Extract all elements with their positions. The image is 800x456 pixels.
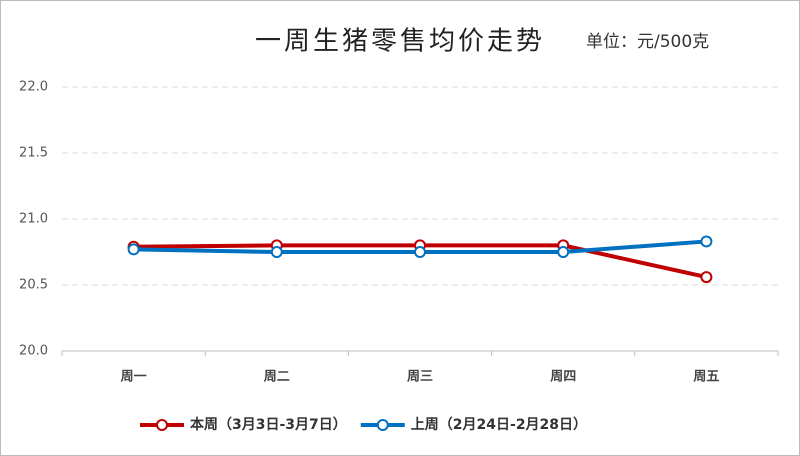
y-tick-label: 21.0	[19, 212, 48, 227]
point	[700, 271, 713, 284]
x-tick-label: 周一	[121, 370, 147, 385]
x-tick-label: 周五	[693, 370, 719, 385]
point	[270, 246, 283, 258]
y-tick-label: 21.5	[19, 146, 48, 161]
chart-title: 一周生猪零售均价走势	[255, 27, 545, 57]
point	[557, 246, 570, 258]
y-tick-label: 20.5	[19, 278, 48, 293]
point	[414, 246, 426, 258]
x-tick-label: 周二	[264, 370, 290, 385]
legend-label: 上周（2月24日-2月28日）	[411, 417, 587, 433]
legend-marker	[376, 419, 389, 431]
x-tick-label: 周三	[407, 370, 433, 385]
chart-subtitle: 单位：元/500克	[586, 32, 709, 52]
point	[700, 235, 713, 248]
y-tick-label: 22.0	[19, 80, 48, 95]
legend-marker	[156, 419, 168, 431]
point	[127, 243, 140, 256]
x-tick-label: 周四	[550, 370, 576, 385]
y-tick-label: 20.0	[19, 344, 48, 359]
legend-label: 本周（3月3日-3月7日）	[190, 416, 347, 433]
